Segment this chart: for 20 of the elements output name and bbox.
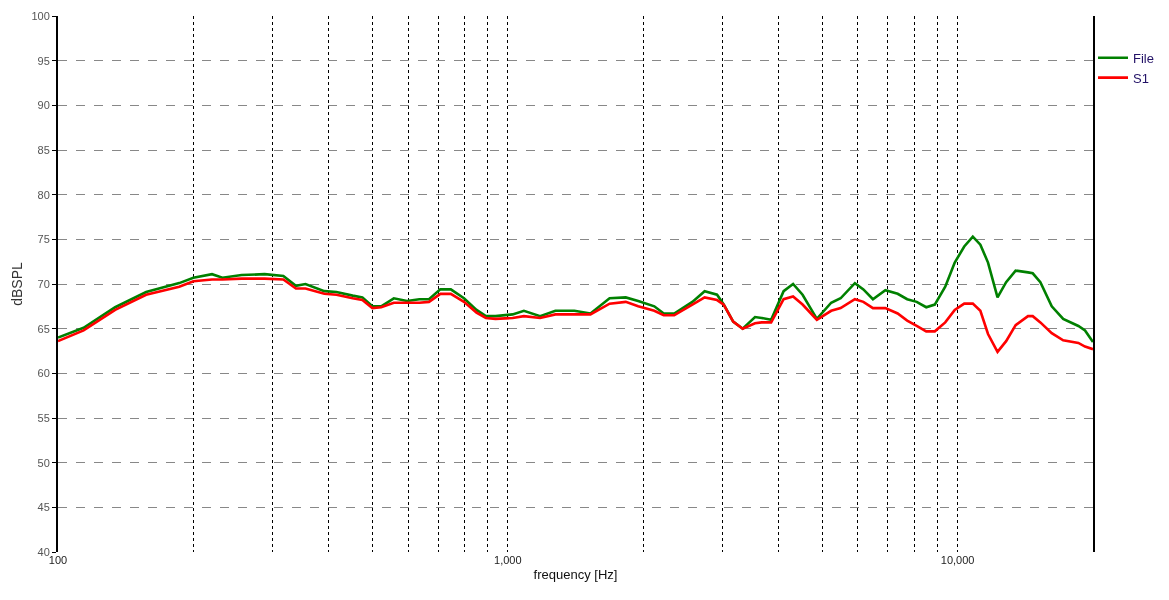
y-tick-label: 60 [37,367,50,380]
y-tick-label: 80 [37,188,50,201]
x-tick-label: 1,000 [494,554,522,566]
y-tick-label: 40 [37,545,50,558]
x-tick-label: 10,000 [940,554,975,566]
x-axis-title: frequency [Hz] [533,566,618,582]
x-tick-label: 100 [48,554,68,566]
y-tick-label: 55 [37,411,50,424]
y-tick-label: 70 [37,277,50,290]
legend-label: File [1133,50,1154,66]
y-tick-label: 95 [37,54,50,67]
y-axis-title: dBSPL [8,262,25,306]
y-tick-label: 65 [37,322,50,335]
legend-label: S1 [1133,70,1149,86]
y-tick-label: 100 [31,9,50,22]
y-tick-label: 90 [37,99,50,112]
y-tick-label: 85 [37,143,50,156]
y-tick-label: 45 [37,501,50,514]
y-tick-label: 75 [37,233,50,246]
y-tick-label: 50 [37,456,50,469]
